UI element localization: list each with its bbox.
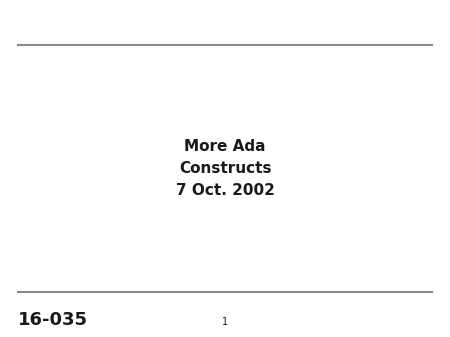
Text: More Ada
Constructs
7 Oct. 2002: More Ada Constructs 7 Oct. 2002 xyxy=(176,139,274,198)
Text: 1: 1 xyxy=(222,317,228,327)
Text: 16-035: 16-035 xyxy=(18,311,88,329)
